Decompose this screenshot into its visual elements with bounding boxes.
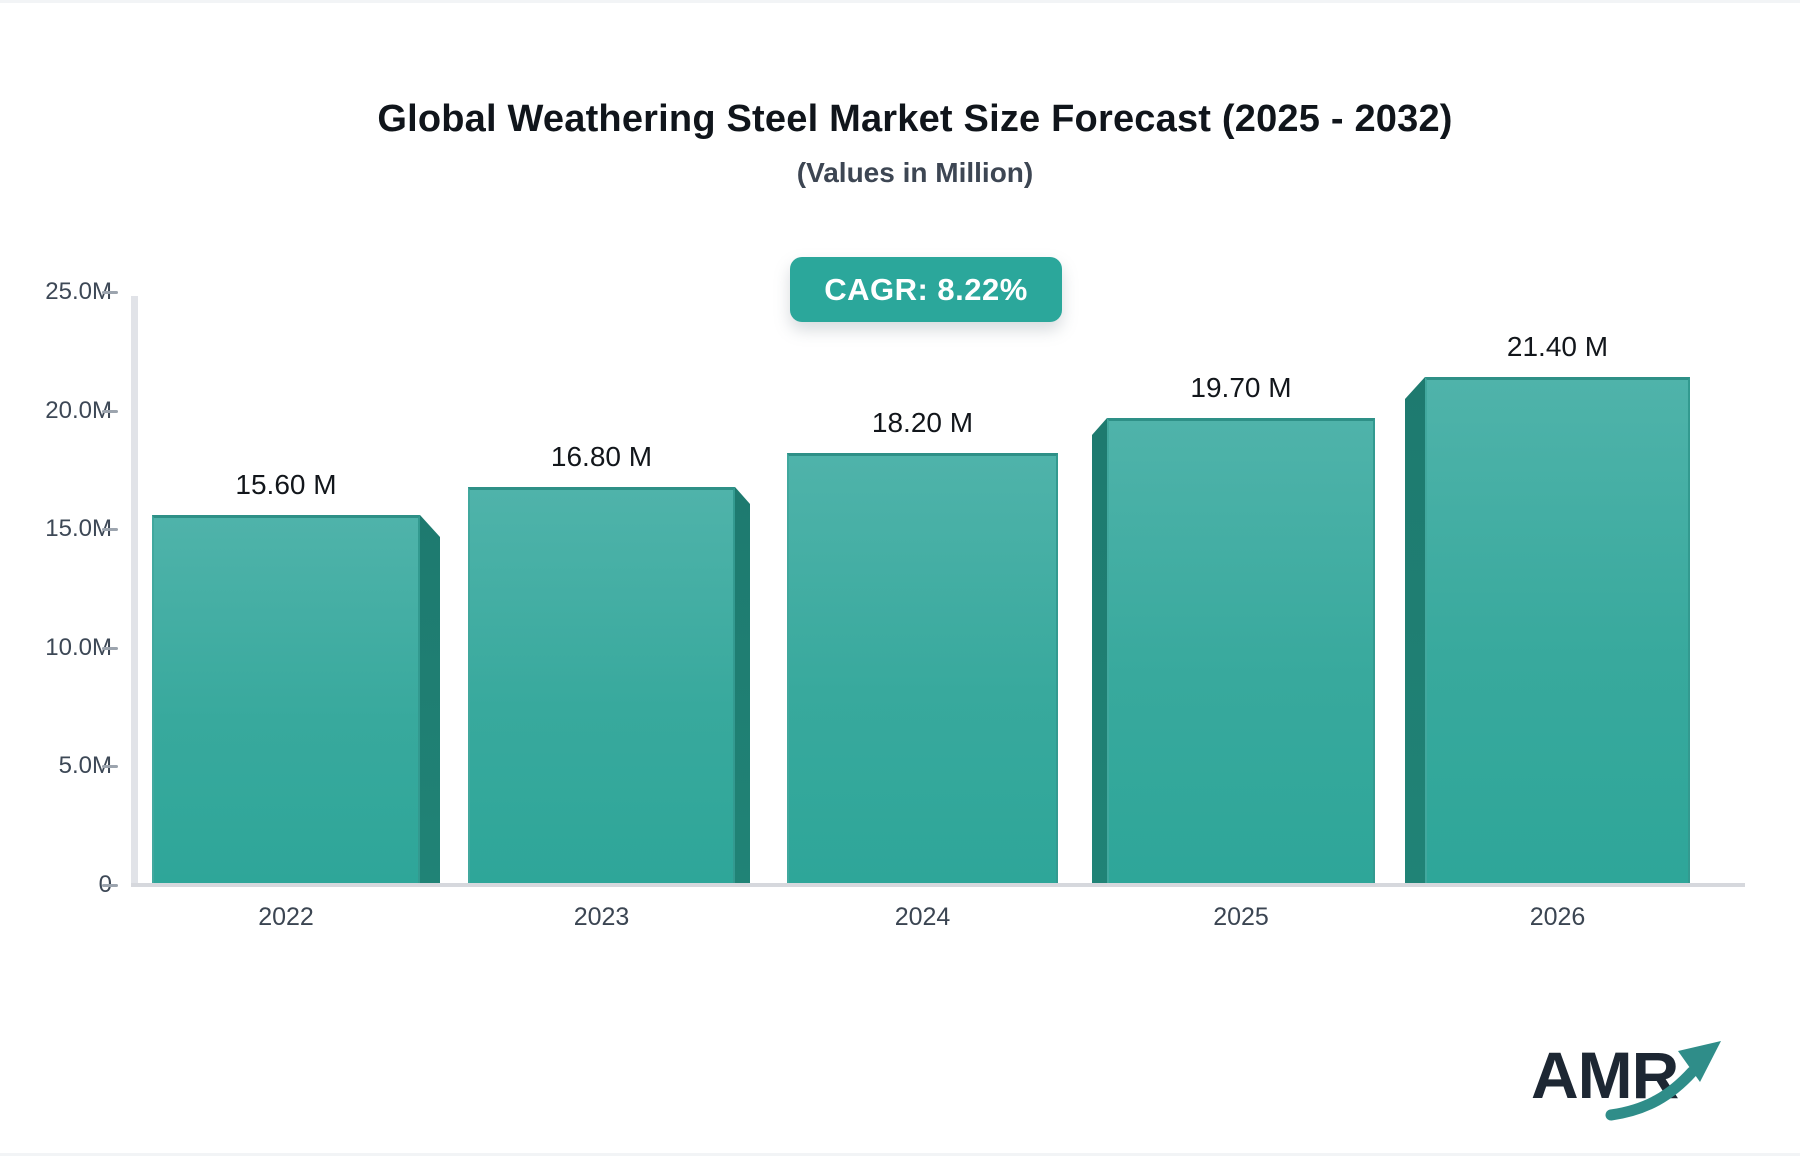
bar-2026[interactable] — [1425, 377, 1690, 885]
x-axis-line — [131, 883, 1745, 887]
chart-header: Global Weathering Steel Market Size Fore… — [30, 0, 1800, 189]
bar-value-label-2024: 18.20 M — [871, 407, 974, 438]
bar-value-label-2025: 19.70 M — [1190, 372, 1292, 403]
bar-2023[interactable] — [468, 487, 735, 885]
bottom-edge-strip — [0, 1153, 1800, 1156]
bar-2024[interactable] — [787, 453, 1058, 885]
bar-2022[interactable] — [152, 515, 420, 885]
bar-side-face-2025 — [1092, 418, 1107, 885]
bar-2025[interactable] — [1107, 418, 1375, 885]
y-axis-tick-label-0: 0 — [0, 870, 112, 900]
bar-value-label-2023: 16.80 M — [550, 441, 653, 472]
amr-logo: AMR — [1531, 1038, 1721, 1121]
x-axis-label-2023: 2023 — [573, 903, 630, 931]
cagr-badge-label: CAGR: 8.22% — [824, 271, 1028, 307]
y-axis-tick-label-15.0M: 15.0M — [45, 515, 112, 543]
bar-value-label-2022: 15.60 M — [235, 469, 337, 500]
y-axis-tick-label-25.0M: 25.0M — [45, 278, 112, 305]
y-axis-tick-label-10.0M: 10.0M — [45, 633, 112, 661]
x-axis-label-2026: 2026 — [1529, 903, 1586, 931]
y-axis-line — [131, 296, 138, 885]
x-axis-label-2025: 2025 — [1213, 903, 1269, 931]
y-axis-tick-label-20.0M: 20.0M — [45, 396, 112, 424]
y-axis-tick-mark — [102, 884, 118, 887]
bar-side-face-2026 — [1405, 377, 1425, 885]
y-axis-tick-mark — [102, 291, 118, 294]
y-axis-tick-label-5.0M: 5.0M — [58, 752, 112, 780]
chart-title: Global Weathering Steel Market Size Fore… — [377, 98, 1453, 140]
top-edge-strip — [0, 0, 1800, 3]
x-axis-label-2022: 2022 — [258, 903, 314, 931]
bar-side-face-2022 — [420, 515, 440, 885]
x-axis-label-2024: 2024 — [894, 903, 951, 931]
cagr-badge: CAGR: 8.22% — [790, 257, 1062, 322]
y-axis-tick-mark — [102, 765, 118, 769]
bar-side-face-2023 — [735, 487, 750, 885]
y-axis-tick-mark — [102, 646, 118, 650]
growth-arrow-icon — [1605, 1041, 1721, 1121]
chart-subtitle: (Values in Million) — [796, 157, 1034, 188]
bar-value-label-2026: 21.40 M — [1506, 331, 1609, 362]
y-axis-tick-mark — [102, 528, 118, 532]
y-axis-tick-mark — [102, 409, 118, 413]
